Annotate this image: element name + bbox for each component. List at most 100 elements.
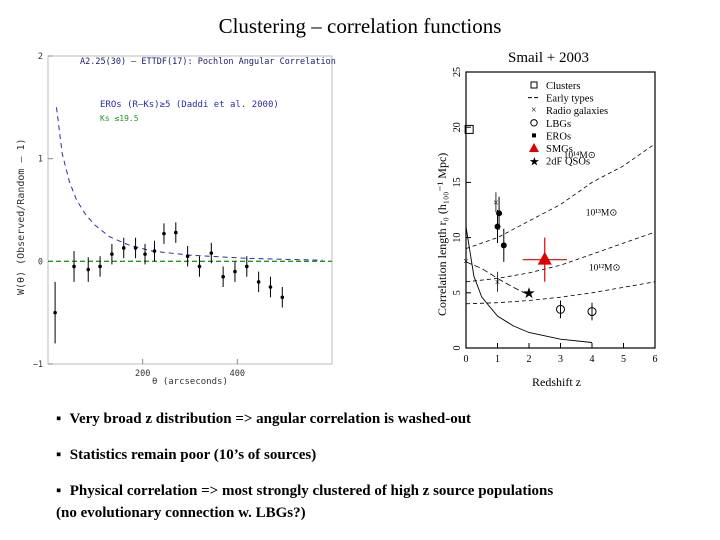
right-ytick-label: 10: [452, 233, 463, 243]
lbg-point: [587, 307, 597, 317]
halo-mass-curve: [465, 143, 656, 249]
right-ytick-label: 20: [452, 122, 463, 132]
legend-entry-label: Early types: [546, 94, 594, 105]
right-ytick-label: 25: [452, 67, 463, 77]
left-ytick-label: 2: [38, 52, 43, 62]
left-x-label: θ (arcseconds): [152, 377, 228, 387]
bullet-3: ▪ Physical correlation => most strongly …: [56, 480, 676, 524]
cluster-point: [464, 124, 474, 134]
left-chart-title: A2.25(30) – ETTDF(17): Pochlon Angular C…: [80, 57, 336, 67]
left-data-point: [174, 230, 178, 235]
halo-mass-curve: [465, 281, 656, 305]
left-data-point: [245, 264, 249, 269]
left-data-point: [110, 252, 114, 256]
right-xtick-label: 3: [558, 354, 563, 365]
right-xtick-label: 1: [495, 354, 500, 365]
left-ytick-label: 0: [38, 257, 43, 267]
right-ticks: 0 1 2 3 4 5 6 0 5 10 15 20 25: [452, 67, 658, 365]
left-ytick-label: 1: [38, 155, 43, 165]
left-ticks: −1 0 1 2 200 400: [33, 52, 245, 379]
right-curves: 10¹⁴M⊙ 10¹³M⊙ 10¹²M⊙: [465, 143, 656, 343]
halo-mass-label: 10¹³M⊙: [586, 209, 618, 219]
radio-point: ×: [493, 198, 499, 209]
bullet-3-line2: (no evolutionary connection w. LBGs?): [56, 505, 306, 521]
slide-title: Clustering – correlation functions: [218, 14, 502, 38]
bullet-list: ▪ Very broad z distribution => angular c…: [56, 408, 676, 538]
bullet-marker: ▪: [56, 411, 62, 427]
right-ytick-label: 5: [452, 290, 463, 295]
left-plot-frame: [47, 55, 333, 365]
left-data-point: [268, 285, 273, 289]
bullet-2: ▪ Statistics remain poor (10’s of source…: [56, 444, 676, 466]
right-y-label: Correlation length r₀ (h₁₀₀⁻¹ Mpc): [435, 153, 449, 316]
bullet-1: ▪ Very broad z distribution => angular c…: [56, 408, 676, 430]
bullet-2-text: Statistics remain poor (10’s of sources): [69, 447, 317, 463]
left-points: [53, 222, 285, 344]
left-data-point: [152, 249, 157, 253]
left-data-point: [143, 252, 147, 256]
left-data-point: [197, 264, 202, 269]
left-data-point: [133, 246, 138, 250]
left-data-point: [86, 267, 91, 272]
left-data-point: [121, 246, 126, 250]
left-data-point: [280, 295, 285, 300]
left-legend-ks: Ks ≤19.5: [100, 114, 139, 123]
left-data-point: [53, 310, 57, 315]
legend-entry-label: SMGs: [546, 144, 573, 155]
bullet-marker: ▪: [56, 483, 62, 499]
halo-mass-curve: [465, 231, 656, 283]
legend-qso-symbol: ★: [529, 155, 540, 169]
left-model-curve: [56, 107, 323, 261]
early-type-curve: [465, 261, 530, 296]
left-xtick-label: 400: [230, 369, 245, 379]
right-xtick-label: 6: [653, 354, 658, 365]
legend-smg-symbol: [529, 143, 539, 152]
left-data-point: [185, 254, 190, 258]
right-legend: Clusters Early types × Radio galaxies LBGsER…: [528, 81, 608, 169]
legend-entry-label: Clusters: [546, 81, 580, 92]
right-xtick-label: 5: [621, 354, 626, 365]
legend-entry-label: LBGs: [546, 119, 571, 130]
right-chart: Correlation length r₀ (h₁₀₀⁻¹ Mpc) Redsh…: [435, 67, 658, 389]
right-xtick-label: 2: [527, 354, 532, 365]
left-data-point: [98, 264, 102, 269]
credit-label: Smail + 2003: [508, 50, 589, 66]
bullet-3-text: Physical correlation => most strongly cl…: [69, 483, 554, 499]
left-data-point: [209, 251, 214, 255]
left-data-point: [221, 274, 225, 279]
legend-entry-label: 2dF QSOs: [546, 157, 590, 168]
left-data-point: [256, 280, 261, 284]
legend-entry-label: EROs: [546, 131, 571, 142]
legend-lbg-symbol: [530, 119, 538, 127]
legend-radio-symbol: ×: [531, 105, 537, 116]
right-xtick-label: 0: [464, 354, 469, 365]
right-points: × × × ★: [463, 124, 597, 321]
halo-mass-label: 10¹²M⊙: [589, 264, 621, 274]
radio-point: ×: [495, 277, 501, 288]
ero-point: [500, 242, 507, 249]
left-data-point: [233, 269, 237, 274]
left-chart: A2.25(30) – ETTDF(17): Pochlon Angular C…: [16, 52, 336, 387]
radio-point: ×: [463, 256, 469, 267]
halo-mass-label: 10¹⁴M⊙: [564, 151, 596, 161]
legend-clusters-symbol: [530, 81, 538, 89]
right-xtick-label: 4: [590, 354, 595, 365]
evolution-curve: [465, 226, 593, 343]
left-ytick-label: −1: [33, 360, 43, 370]
ero-point: [496, 210, 503, 217]
legend-entry-label: Radio galaxies: [546, 106, 608, 117]
left-xtick-label: 200: [135, 369, 150, 379]
left-data-point: [162, 231, 166, 236]
left-data-point: [72, 264, 76, 269]
smg-point: [537, 251, 552, 265]
left-y-label: W(θ) (Observed/Random – 1): [16, 138, 27, 295]
bullet-1-text: Very broad z distribution => angular cor…: [69, 411, 472, 427]
legend-ero-symbol: [532, 133, 536, 138]
qso-point: ★: [522, 286, 535, 302]
bullet-marker: ▪: [56, 447, 62, 463]
right-ytick-label: 15: [452, 177, 463, 187]
right-ytick-label: 0: [452, 346, 463, 351]
left-legend-ero: EROs (R–Ks)≥5 (Daddi et al. 2000): [100, 100, 279, 110]
ero-point: [494, 223, 501, 230]
